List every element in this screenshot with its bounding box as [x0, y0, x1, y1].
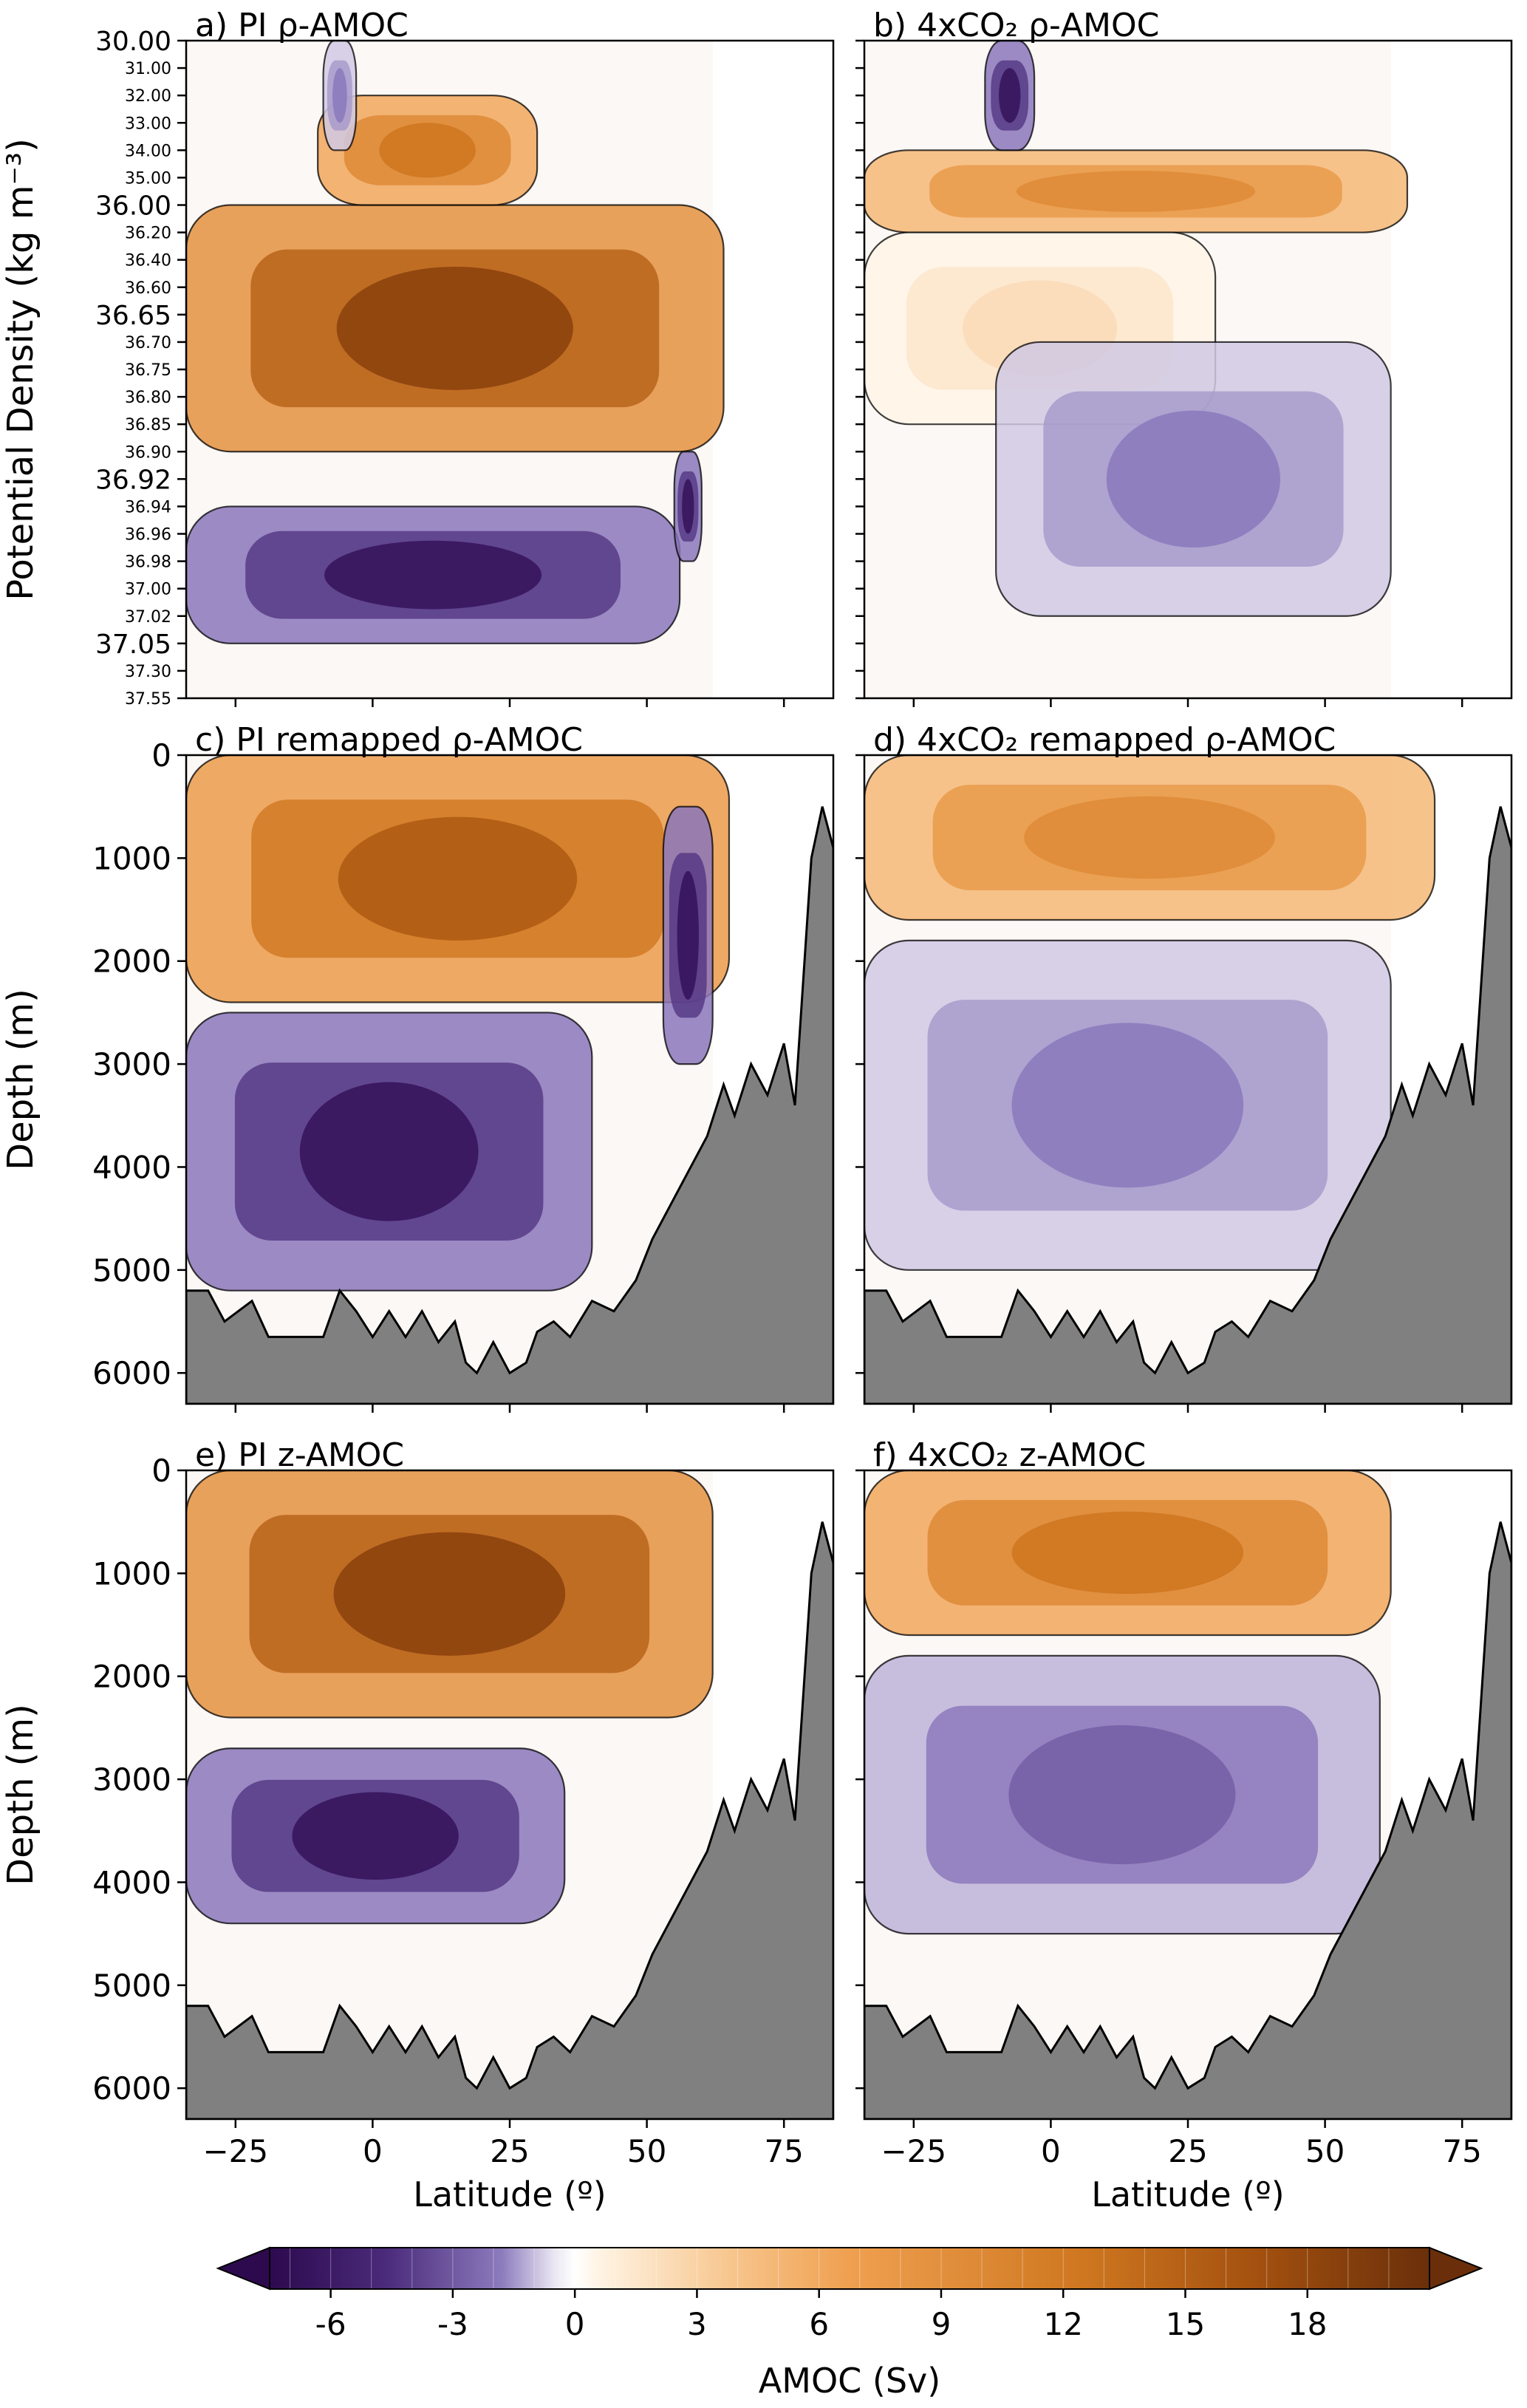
y-tick-label: 34.00: [125, 142, 171, 160]
y-tick-label: 36.60: [125, 279, 171, 298]
y-tick-label: 36.98: [125, 553, 171, 572]
colorbar-tick-label: 18: [1288, 2306, 1327, 2342]
colorbar-tick-label: -3: [437, 2306, 468, 2342]
y-tick-label: 36.85: [125, 416, 171, 434]
y-tick-label: 33.00: [125, 115, 171, 133]
y-axis-label: Depth (m): [0, 989, 41, 1170]
y-tick-label: 0: [151, 1453, 171, 1489]
panel-title-e: e) PI z-AMOC: [195, 1436, 404, 1474]
colorbar-extend-max: [1429, 2246, 1483, 2291]
colorbar-tick-label: 0: [565, 2306, 585, 2342]
y-tick-label: 36.90: [125, 443, 171, 462]
colorbar-tick-label: 3: [687, 2306, 707, 2342]
y-tick-label: 36.75: [125, 361, 171, 380]
panel-title-d: d) 4xCO₂ remapped ρ-AMOC: [873, 721, 1336, 759]
y-tick-label: 1000: [92, 840, 171, 876]
y-tick-label: 6000: [92, 1355, 171, 1391]
y-tick-label: 4000: [92, 1149, 171, 1185]
x-tick-label: −25: [202, 2133, 268, 2169]
x-axis-label: Latitude (º): [413, 2175, 607, 2214]
colorbar-tick-label: 9: [932, 2306, 952, 2342]
panel-title-a: a) PI ρ-AMOC: [195, 7, 409, 44]
y-tick-label: 4000: [92, 1864, 171, 1900]
panel-title-c: c) PI remapped ρ-AMOC: [195, 721, 583, 759]
seafloor-c: [186, 806, 833, 1404]
y-tick-label: 36.40: [125, 252, 171, 270]
y-tick-label: 3000: [92, 1761, 171, 1798]
y-tick-label: 5000: [92, 1968, 171, 2004]
x-axis-label: Latitude (º): [1091, 2175, 1285, 2214]
colorbar-gradient: [270, 2248, 1429, 2289]
panel-a: a) PI ρ-AMOC 30.00 31.00 32.00 33.00 34.00 35.…: [0, 7, 835, 709]
colorbar-extend-min: [216, 2246, 270, 2291]
panel-f: f) 4xCO₂ z-AMOC −25 0 25 50 75 Latitude (º): [855, 1436, 1513, 2214]
colorbar-tick-label: -6: [315, 2306, 346, 2342]
x-tick-label: 0: [363, 2133, 383, 2169]
panel-c: c) PI remapped ρ-AMOC 0 1000 2000 3000 4000 50…: [0, 721, 835, 1413]
panel-d: d) 4xCO₂ remapped ρ-AMOC: [855, 721, 1513, 1413]
y-tick-label: 3000: [92, 1046, 171, 1082]
y-tick-label: 36.00: [95, 191, 171, 222]
x-tick-label: 25: [1168, 2133, 1207, 2169]
seafloor-f: [864, 1521, 1511, 2119]
y-tick-label: 36.80: [125, 389, 171, 407]
y-tick-label: 37.00: [125, 581, 171, 599]
colorbar-label: AMOC (Sv): [759, 2361, 940, 2401]
x-tick-label: 75: [1442, 2133, 1481, 2169]
y-tick-label: 31.00: [125, 60, 171, 78]
seafloor-e: [186, 1521, 833, 2119]
y-tick-label: 36.96: [125, 526, 171, 545]
y-tick-label: 37.02: [125, 608, 171, 627]
x-tick-label: 50: [627, 2133, 666, 2169]
y-tick-label: 36.65: [95, 301, 171, 331]
y-tick-label: 2000: [92, 1659, 171, 1695]
y-tick-label: 36.70: [125, 334, 171, 352]
y-tick-label: 36.94: [125, 498, 171, 516]
colorbar-tick-label: 12: [1043, 2306, 1082, 2342]
panel-b: b) 4xCO₂ ρ-AMOC: [855, 7, 1513, 707]
y-tick-label: 37.30: [125, 663, 171, 681]
y-tick-label: 37.55: [125, 690, 171, 709]
seafloor-d: [864, 806, 1511, 1404]
panel-title-b: b) 4xCO₂ ρ-AMOC: [873, 7, 1159, 44]
x-tick-label: 25: [490, 2133, 529, 2169]
x-tick-label: 75: [764, 2133, 803, 2169]
y-tick-label: 30.00: [95, 27, 171, 57]
y-tick-label: 35.00: [125, 169, 171, 188]
y-tick-label: 36.20: [125, 225, 171, 243]
y-axis-label: Potential Density (kg m⁻³): [0, 138, 41, 601]
colorbar-tick-label: 15: [1166, 2306, 1205, 2342]
y-tick-label: 37.05: [95, 630, 171, 660]
y-axis-label: Depth (m): [0, 1704, 41, 1886]
y-tick-label: 2000: [92, 944, 171, 980]
y-tick-label: 6000: [92, 2070, 171, 2107]
x-tick-label: 0: [1041, 2133, 1061, 2169]
x-tick-label: −25: [881, 2133, 946, 2169]
y-tick-label: 1000: [92, 1555, 171, 1592]
y-tick-label: 0: [151, 737, 171, 774]
x-tick-label: 50: [1305, 2133, 1345, 2169]
panel-title-f: f) 4xCO₂ z-AMOC: [873, 1436, 1146, 1474]
y-tick-label: 32.00: [125, 87, 171, 106]
y-tick-label: 5000: [92, 1252, 171, 1289]
panel-e: e) PI z-AMOC −25 0 25 50 75 Latitude (º) 0 1000 2…: [0, 1436, 835, 2214]
y-tick-label: 36.92: [95, 465, 171, 495]
colorbar: -6 -3 0 3 6 9 12 15 18 AMOC (Sv): [216, 2246, 1483, 2401]
colorbar-tick-label: 6: [809, 2306, 829, 2342]
